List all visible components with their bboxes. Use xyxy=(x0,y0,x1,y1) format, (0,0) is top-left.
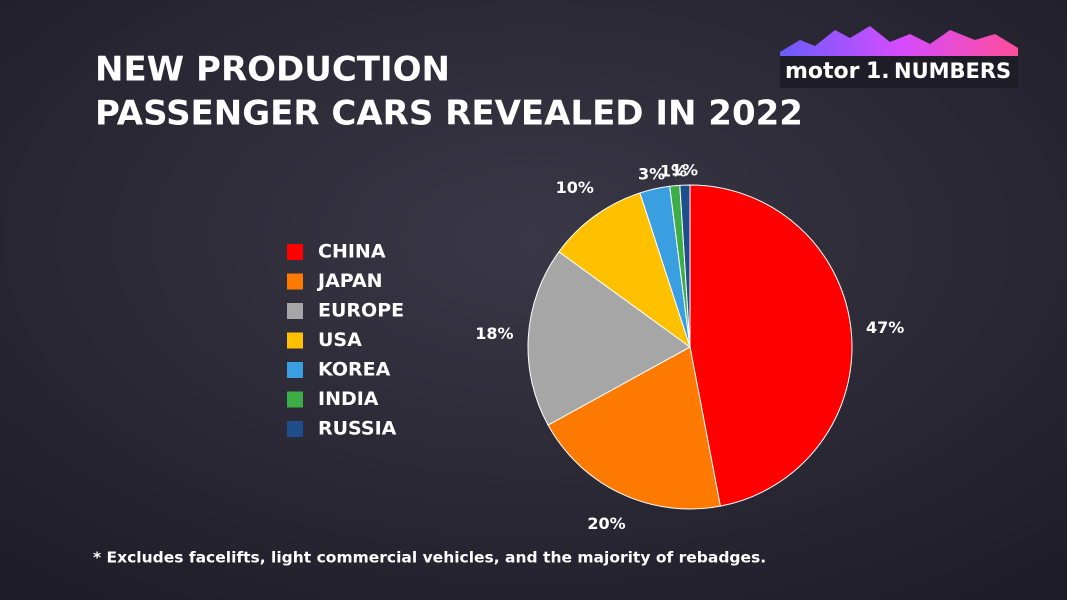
legend-swatch xyxy=(287,273,303,290)
data-label: 3% xyxy=(638,165,665,184)
pie-slice xyxy=(547,346,721,510)
data-label: 18% xyxy=(475,324,513,343)
logo-graphic xyxy=(780,26,1018,58)
pie-slice xyxy=(689,184,853,507)
pie-slice xyxy=(527,251,691,426)
legend-label: JAPAN xyxy=(316,270,383,292)
legend-label: CHINA xyxy=(318,241,386,263)
legend-swatch xyxy=(287,391,303,408)
chart-title: NEW PRODUCTION xyxy=(95,50,450,90)
legend-label: EUROPE xyxy=(318,300,404,322)
chart-title: PASSENGER CARS REVEALED IN 2022 xyxy=(95,94,803,134)
legend-swatch xyxy=(287,362,303,378)
data-label: 20% xyxy=(587,514,625,533)
legend-label: USA xyxy=(318,329,362,351)
legend-swatch xyxy=(287,332,303,349)
data-label: 47% xyxy=(866,318,904,337)
legend-swatch xyxy=(287,303,303,319)
legend-swatch xyxy=(287,244,303,260)
legend-swatch xyxy=(287,421,303,437)
logo-brand: motor xyxy=(785,59,860,84)
pie-slice xyxy=(558,192,691,349)
logo-mark: 1. xyxy=(866,59,890,84)
data-label: 1% xyxy=(660,161,687,180)
data-label: 10% xyxy=(556,178,594,197)
legend-label: INDIA xyxy=(318,388,379,410)
legend-label: RUSSIA xyxy=(318,418,397,440)
data-label: 1% xyxy=(671,161,698,180)
legend-label: KOREA xyxy=(318,359,391,381)
logo: motor 1. NUMBERS xyxy=(780,26,1018,88)
footnote: * Excludes facelifts, light commercial v… xyxy=(93,549,766,567)
pie-slice xyxy=(679,184,691,348)
logo-product: NUMBERS xyxy=(894,59,1011,83)
logo-backdrop xyxy=(780,56,1018,88)
